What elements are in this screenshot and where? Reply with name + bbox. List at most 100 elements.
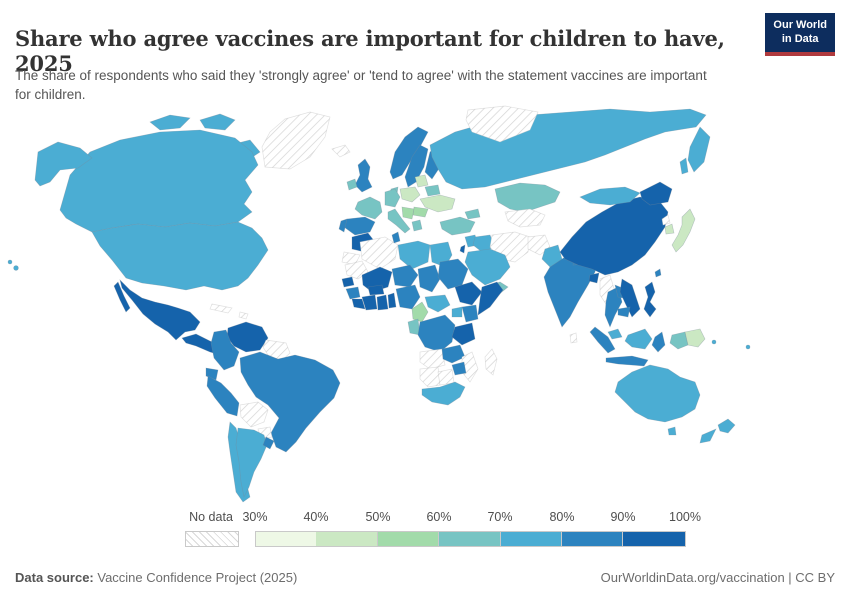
country-colombia[interactable] [210,329,240,371]
legend-bin-30-40[interactable] [255,531,318,547]
country-bangladesh[interactable] [588,272,600,284]
country-france[interactable] [354,196,383,220]
country-alaska[interactable] [34,141,93,187]
country-mali[interactable] [361,266,393,293]
country-tasmania[interactable] [667,426,677,436]
country-balkans[interactable] [401,206,415,220]
country-south-africa[interactable] [421,381,466,406]
country-brazil[interactable] [239,351,341,453]
country-tunisia[interactable] [391,231,401,244]
country-saudi-arabia[interactable] [464,248,511,286]
country-senegal[interactable] [341,276,355,288]
country-nigeria[interactable] [395,284,421,310]
country-ethiopia[interactable] [454,281,483,306]
country-israel[interactable] [459,244,466,254]
country-png[interactable] [684,328,706,348]
legend-no-data-swatch[interactable] [185,531,239,547]
country-solomon[interactable] [711,339,717,345]
country-cameroon[interactable] [411,301,429,323]
country-spain[interactable] [343,216,376,236]
country-borneo[interactable] [624,328,653,350]
country-canada[interactable] [59,129,259,233]
country-hispaniola[interactable] [238,311,249,320]
country-philippines[interactable] [643,281,657,318]
country-java[interactable] [605,355,649,367]
legend-bin-80-90[interactable] [562,531,624,547]
owid-logo[interactable]: Our World in Data [765,13,835,56]
country-sweden[interactable] [404,144,429,188]
country-sierra-leone[interactable] [351,298,366,310]
legend-bin-60-70[interactable] [439,531,501,547]
country-malaysia[interactable] [607,328,623,340]
country-greece[interactable] [411,219,423,232]
country-guinea[interactable] [345,286,361,300]
country-central-asia[interactable] [504,208,546,228]
country-somalia[interactable] [477,281,504,316]
country-botswana[interactable] [437,368,455,386]
country-namibia[interactable] [419,366,441,388]
country-ireland[interactable] [346,178,358,191]
country-chad[interactable] [417,264,441,293]
country-belarus[interactable] [424,184,441,197]
country-australia[interactable] [614,364,701,423]
country-taiwan[interactable] [654,268,662,278]
country-japan[interactable] [671,208,696,253]
country-sulawesi[interactable] [651,331,666,353]
country-greenland[interactable] [261,111,331,170]
country-kenya[interactable] [461,304,479,323]
country-togo-benin[interactable] [387,292,397,309]
legend-bin-70-80[interactable] [500,531,562,547]
country-canada-island[interactable] [199,113,236,131]
country-hawaii[interactable] [7,259,13,265]
country-norway[interactable] [389,126,429,180]
country-zambia[interactable] [441,344,466,364]
country-north-korea[interactable] [661,214,671,226]
country-cambodia[interactable] [617,306,631,318]
country-china-ne[interactable] [639,181,673,206]
country-libya[interactable] [397,240,431,270]
country-car[interactable] [424,294,451,313]
country-baja[interactable] [113,281,131,313]
attribution-link[interactable]: OurWorldinData.org/vaccination | CC BY [600,570,835,585]
country-cuba[interactable] [209,303,233,314]
country-vietnam[interactable] [619,278,641,318]
country-angola[interactable] [419,348,446,370]
country-nz-north[interactable] [717,418,736,434]
country-hawaii[interactable] [13,265,19,271]
country-nz-south[interactable] [699,428,717,444]
country-fiji[interactable] [745,344,751,350]
country-canada-island[interactable] [149,114,191,131]
country-baltics[interactable] [414,174,429,188]
country-uganda[interactable] [451,306,463,318]
country-mongolia[interactable] [579,186,641,206]
country-peru[interactable] [206,375,240,417]
country-drc[interactable] [417,314,456,353]
country-algeria[interactable] [359,236,399,270]
country-romania[interactable] [412,206,429,218]
country-poland[interactable] [399,186,421,203]
country-portugal[interactable] [338,218,348,233]
country-ghana[interactable] [376,294,389,311]
country-sri-lanka[interactable] [569,332,578,344]
country-west-papua[interactable] [669,331,689,350]
country-mexico[interactable] [119,279,201,341]
country-turkey[interactable] [439,216,476,236]
legend-bin-50-60[interactable] [377,531,440,547]
country-caucasus[interactable] [464,208,481,220]
country-ivory-coast[interactable] [361,294,378,311]
country-zimbabwe[interactable] [451,361,467,376]
country-tanzania[interactable] [451,322,476,346]
country-niger[interactable] [391,264,419,288]
country-ukraine[interactable] [419,194,456,213]
country-burkina[interactable] [367,284,385,296]
legend-bin-90-100[interactable] [623,531,686,547]
country-iceland[interactable] [331,144,351,158]
country-usa[interactable] [91,221,269,291]
country-uruguay[interactable] [262,436,275,450]
country-south-korea[interactable] [664,223,675,235]
country-bolivia[interactable] [239,401,269,428]
country-svalbard[interactable] [465,105,539,143]
country-uk[interactable] [354,158,373,193]
country-italy[interactable] [387,208,411,234]
country-madagascar[interactable] [484,348,498,376]
